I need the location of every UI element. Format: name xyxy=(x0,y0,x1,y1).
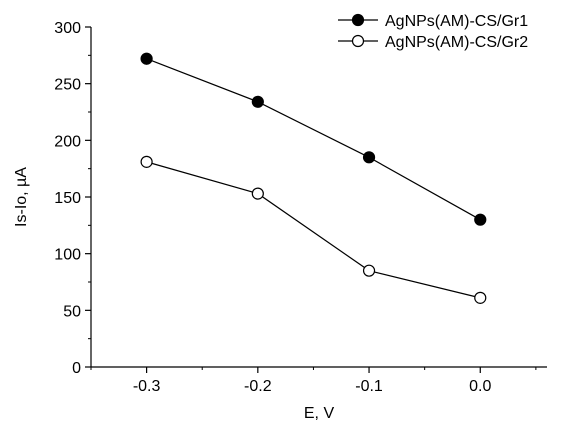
series-1-point xyxy=(474,213,487,226)
series-2-point xyxy=(140,155,153,168)
series-line-1 xyxy=(146,58,481,221)
legend-label-1: AgNPs(AM)-CS/Gr1 xyxy=(385,13,528,30)
series-1-point xyxy=(251,95,264,108)
legend-label-2: AgNPs(AM)-CS/Gr2 xyxy=(385,34,528,51)
series-2-point xyxy=(474,291,487,304)
x-tick-label: -0.2 xyxy=(244,378,272,395)
x-tick-label: -0.1 xyxy=(355,378,383,395)
series-2-point xyxy=(251,187,264,200)
y-tick-label: 50 xyxy=(63,303,81,320)
x-axis-ticks: -0.3 -0.2 -0.1 0.0 xyxy=(90,367,537,395)
legend: AgNPs(AM)-CS/Gr1 AgNPs(AM)-CS/Gr2 xyxy=(338,13,528,51)
series-1-point xyxy=(362,151,376,164)
y-tick-label: 300 xyxy=(54,20,81,37)
series-1-point xyxy=(140,52,153,65)
x-axis-label: E, V xyxy=(304,405,335,422)
y-tick-label: 100 xyxy=(54,247,81,264)
y-axis-ticks: 0 50 100 150 200 250 300 xyxy=(54,20,91,377)
y-tick-label: 200 xyxy=(54,133,81,150)
y-tick-label: 250 xyxy=(54,77,81,94)
y-tick-label: 0 xyxy=(72,360,81,377)
series-line-2 xyxy=(146,161,481,299)
x-tick-label: -0.3 xyxy=(133,378,161,395)
legend-marker-2 xyxy=(351,34,365,48)
series-layer xyxy=(140,52,487,304)
series-2-point xyxy=(362,264,376,277)
legend-marker-1 xyxy=(351,13,365,27)
y-tick-label: 150 xyxy=(54,190,81,207)
y-axis-label: Is-Io, µA xyxy=(13,167,30,227)
x-tick-label: 0.0 xyxy=(469,378,491,395)
